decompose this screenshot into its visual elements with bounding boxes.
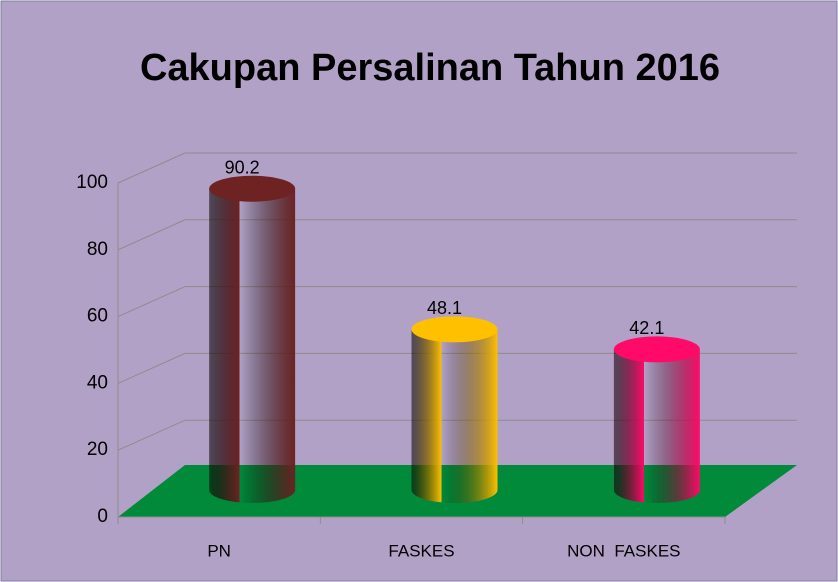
bar	[209, 188, 296, 503]
grid-line	[117, 419, 797, 451]
y-tick-label: 0	[97, 506, 108, 527]
y-tick-label: 20	[87, 439, 108, 460]
y-tick-label: 80	[87, 239, 108, 260]
x-tick-label: NON FASKES	[567, 541, 680, 560]
y-tick-label: 100	[76, 172, 108, 193]
grid-line	[117, 219, 797, 251]
chart-title: Cakupan Persalinan Tahun 2016	[140, 47, 720, 89]
bar	[613, 349, 700, 504]
bar-top	[209, 175, 296, 202]
y-tick-label: 60	[87, 306, 108, 327]
x-tick-label: FASKES	[388, 541, 454, 560]
grid-line	[117, 352, 797, 384]
bar-top	[613, 336, 700, 363]
bar	[411, 329, 498, 504]
value-label: 90.2	[225, 157, 260, 177]
value-label: 48.1	[427, 298, 462, 318]
x-tick-label: PN	[207, 541, 231, 560]
y-tick-label: 40	[87, 372, 108, 393]
grid-line	[117, 286, 797, 318]
value-label: 42.1	[629, 318, 664, 338]
grid-line	[117, 152, 797, 184]
bar-top	[411, 316, 498, 343]
